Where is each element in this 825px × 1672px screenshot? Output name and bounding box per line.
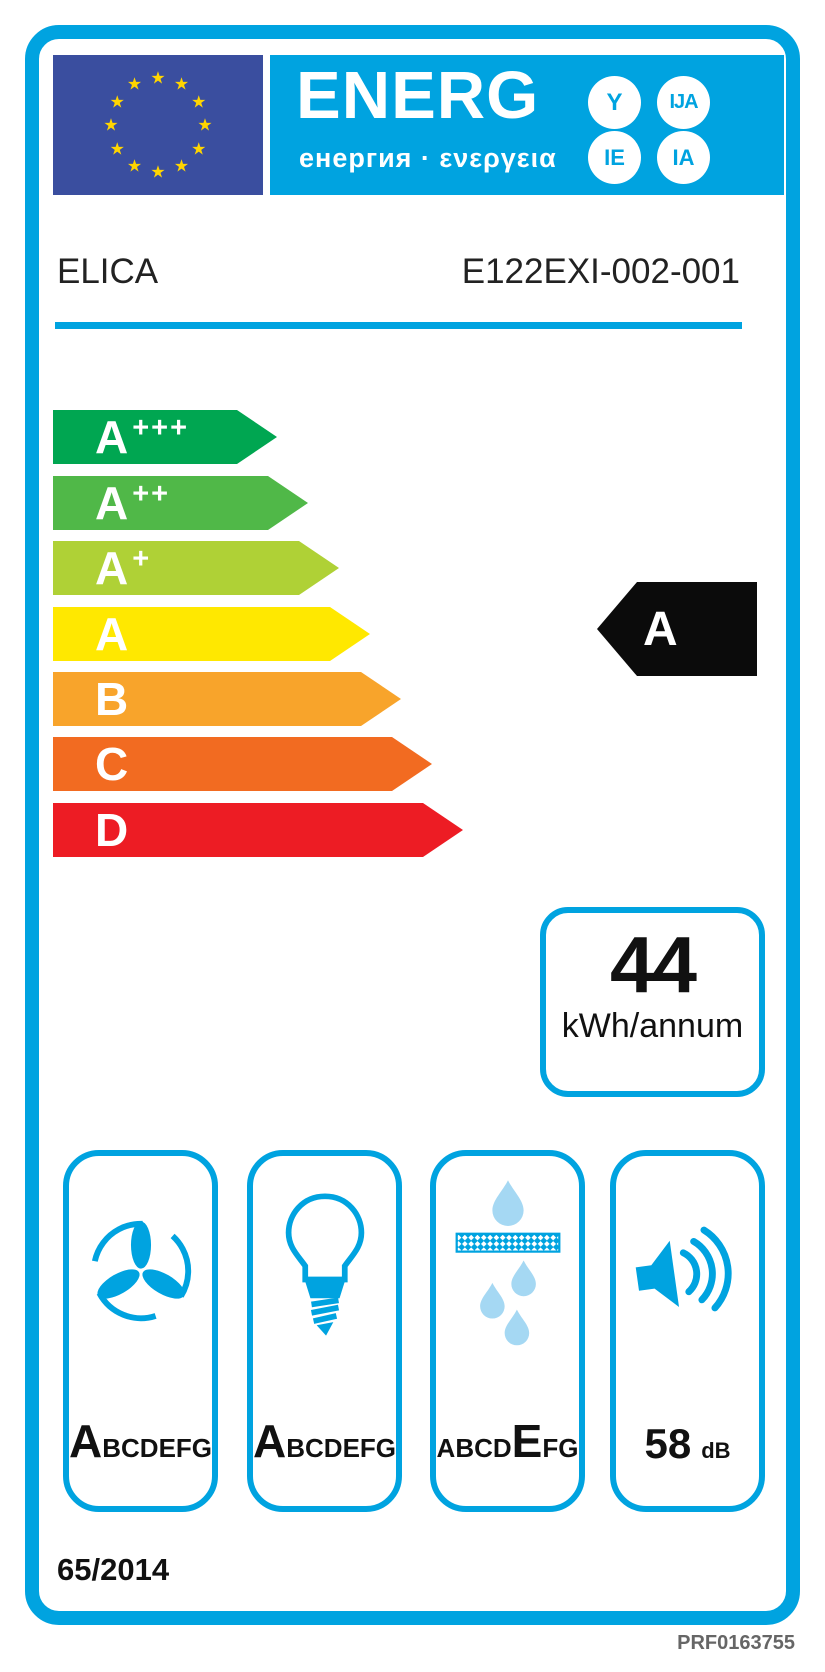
noise-level-value: 58 dB [616, 1420, 759, 1468]
grease-scale-post: FG [542, 1433, 579, 1463]
fan-efficiency-box: ABCDEFG [63, 1150, 218, 1512]
rating-letter: A [95, 477, 129, 529]
flag-star-icon: ★ [150, 162, 166, 182]
rating-suffix: + [132, 542, 152, 575]
rating-suffix: +++ [132, 411, 190, 444]
flag-star-icon: ★ [103, 115, 119, 135]
noise-level-box: 58 dB [610, 1150, 765, 1512]
flag-star-icon: ★ [126, 74, 143, 94]
label-border [25, 25, 800, 1625]
energ-wordmark: ENERG [296, 58, 540, 133]
rating-letter: B [95, 673, 129, 725]
grease-class-letter: E [511, 1415, 543, 1467]
noise-db-unit: dB [701, 1438, 731, 1463]
rating-arrow-c: C [53, 737, 432, 791]
rating-arrow-a-plus3: A +++ [53, 410, 277, 464]
suffix-circle-ija: IJA [657, 76, 710, 129]
brand-name: ELICA [57, 252, 159, 291]
energy-consumption-unit: kWh/annum [561, 1007, 744, 1045]
rating-arrow-a-plus2: A ++ [53, 476, 308, 530]
fan-class-letter: A [69, 1415, 103, 1467]
rating-letter: A [95, 542, 129, 594]
reference-code: PRF0163755 [677, 1632, 795, 1654]
lighting-class-scale: BCDEFG [286, 1433, 397, 1463]
energy-consumption-value: 44 [610, 920, 697, 1009]
rating-letter: A [95, 608, 129, 660]
regulation-number: 65/2014 [57, 1552, 170, 1587]
rating-arrow-a: A [53, 607, 370, 661]
rating-letter: D [95, 804, 129, 856]
lighting-efficiency-box: ABCDEFG [247, 1150, 402, 1512]
fan-icon [90, 1220, 191, 1322]
grease-scale-pre: ABCD [436, 1433, 512, 1463]
grease-filter-class: ABCDEFG [436, 1414, 579, 1468]
fan-efficiency-class: ABCDEFG [69, 1414, 212, 1468]
rating-arrow-d: D [53, 803, 463, 857]
flag-star-icon: ★ [191, 92, 207, 111]
selected-class-letter: A [643, 602, 678, 656]
rating-letter: A [95, 411, 129, 463]
suffix-circle-ia: IA [657, 131, 710, 184]
fan-class-scale: BCDEFG [102, 1433, 213, 1463]
energy-consumption-box: 44 kWh/annum [540, 907, 765, 1097]
rating-arrow-a-plus1: A + [53, 541, 339, 595]
selected-class-badge: A [597, 582, 757, 676]
suffix-circle-ie: IE [588, 131, 641, 184]
energ-header-panel: ENERG енергия · ενεργεια Y IJA IE IA [270, 55, 784, 195]
flag-star-icon: ★ [173, 156, 190, 176]
model-number: E122EXI-002-001 [461, 252, 740, 291]
flag-star-icon: ★ [109, 92, 125, 111]
flag-star-icon: ★ [126, 156, 143, 176]
brand-divider [55, 322, 742, 329]
energ-subtitle: енергия · ενεργεια [299, 143, 557, 173]
eu-flag: ★ ★ ★ ★ ★ ★ ★ ★ ★ ★ ★ ★ [53, 55, 263, 195]
flag-star-icon: ★ [191, 139, 207, 158]
flag-star-icon: ★ [150, 68, 166, 88]
suffix-circle-y: Y [588, 76, 641, 129]
bulb-icon [285, 1193, 364, 1336]
grease-filter-box: ABCDEFG [430, 1150, 585, 1512]
flag-star-icon: ★ [197, 115, 213, 135]
rating-suffix: ++ [132, 477, 171, 510]
lighting-class-letter: A [253, 1415, 287, 1467]
rating-arrow-b: B [53, 672, 401, 726]
speaker-icon [635, 1226, 732, 1312]
lighting-efficiency-class: ABCDEFG [253, 1414, 396, 1468]
noise-db-value: 58 [644, 1420, 692, 1467]
flag-star-icon: ★ [109, 139, 125, 158]
flag-star-icon: ★ [173, 74, 190, 94]
filter-drops-icon [455, 1180, 560, 1346]
rating-letter: C [95, 738, 129, 790]
